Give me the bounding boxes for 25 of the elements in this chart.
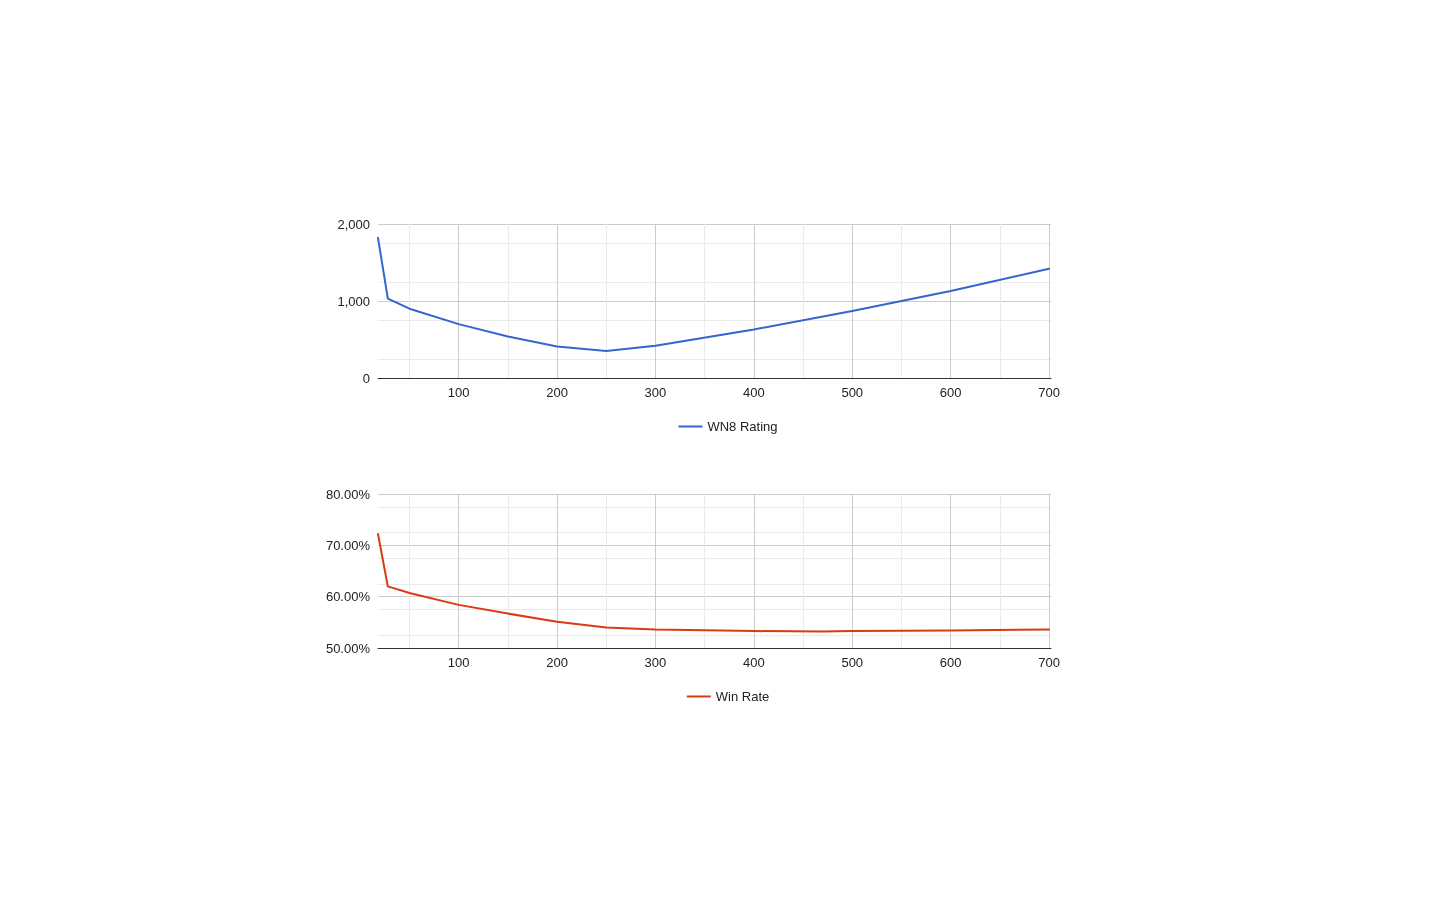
y-tick-label: 60.00%	[325, 589, 371, 605]
y-tick-label: 70.00%	[325, 537, 371, 553]
legend-label: Win Rate	[715, 689, 770, 704]
x-tick-label: 700	[1038, 655, 1060, 670]
x-tick-label: 400	[743, 385, 765, 400]
x-tick-label: 300	[644, 385, 667, 400]
x-tick-label: 600	[939, 385, 962, 400]
x-tick-label: 400	[743, 655, 765, 670]
y-tick-label: 0	[362, 370, 370, 386]
legend-label: WN8 Rating	[707, 419, 778, 434]
y-tick-label: 1,000	[337, 293, 370, 309]
x-tick-label: 200	[546, 385, 568, 400]
x-tick-label: 200	[546, 655, 568, 670]
x-tick-label: 500	[841, 385, 864, 400]
y-tick-label: 50.00%	[325, 640, 371, 656]
x-tick-label: 100	[447, 655, 470, 670]
y-tick-label: 80.00%	[325, 486, 371, 502]
line-series	[377, 533, 1051, 633]
y-tick-label: 2,000	[337, 216, 370, 232]
x-tick-label: 600	[939, 655, 962, 670]
x-tick-label: 300	[644, 655, 667, 670]
x-tick-label: 100	[447, 385, 470, 400]
x-tick-label: 500	[841, 655, 864, 670]
line-series	[377, 236, 1051, 353]
x-tick-label: 700	[1038, 385, 1060, 400]
